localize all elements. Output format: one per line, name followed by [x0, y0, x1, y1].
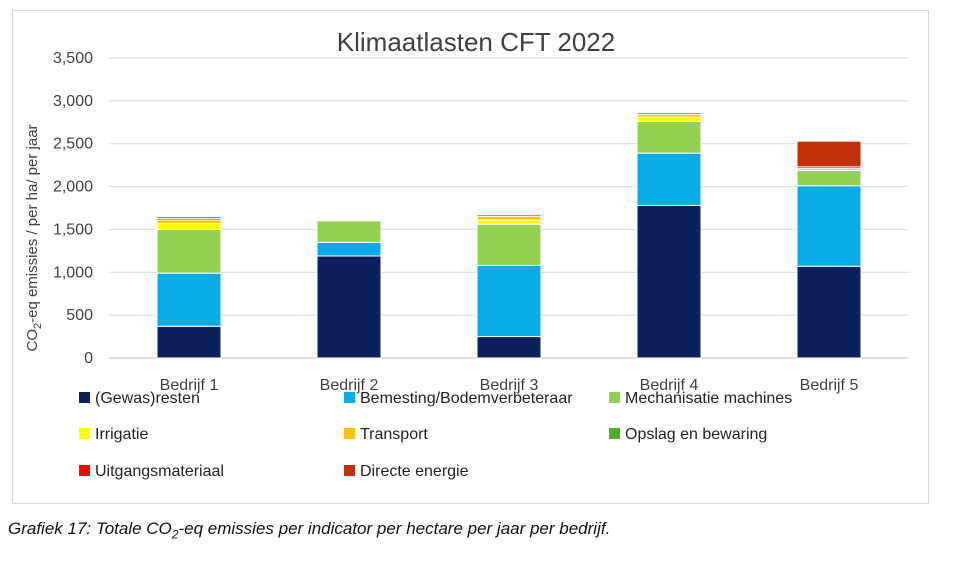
bar-segment — [156, 272, 222, 327]
bar-segment — [476, 213, 542, 216]
bar-segment — [156, 325, 222, 359]
x-tick-label: Bedrijf 2 — [320, 377, 379, 394]
legend-swatch — [344, 428, 355, 439]
legend-swatch — [344, 392, 355, 403]
legend-label: Directe energie — [360, 463, 469, 480]
bar-segment — [796, 185, 862, 267]
legend: (Gewas)resten Bemesting/Bodemverbeteraar M… — [79, 390, 792, 480]
y-tick-label: 1,000 — [53, 264, 93, 281]
y-tick-label: 3,500 — [53, 50, 93, 67]
legend-label: Transport — [360, 426, 428, 443]
y-tick-label: 500 — [66, 307, 93, 324]
bars — [156, 111, 862, 359]
legend-swatch — [344, 465, 355, 476]
x-axis-ticks: Bedrijf 1 Bedrijf 2 Bedrijf 3 Bedrijf 4 Bedr… — [160, 377, 859, 394]
bar-segment — [796, 140, 862, 168]
caption-prefix: Grafiek 17: Totale CO — [8, 519, 172, 538]
bar-segment — [636, 116, 702, 122]
y-axis-label: CO2-eq emissies / per ha/ per jaar — [24, 124, 44, 351]
bar-segment — [796, 169, 862, 187]
y-axis-label-rest: -eq emissies / per ha/ per jaar — [24, 124, 41, 322]
bar-segment — [316, 255, 382, 359]
y-tick-label: 2,000 — [53, 179, 93, 196]
y-tick-label: 0 — [84, 350, 93, 367]
legend-swatch — [609, 428, 620, 439]
legend-label: (Gewas)resten — [95, 390, 200, 407]
legend-swatch — [609, 392, 620, 403]
bar-segment — [476, 264, 542, 338]
bar-segment — [156, 228, 222, 274]
bar-segment — [476, 219, 542, 225]
caption-subscript: 2 — [171, 527, 179, 542]
stacked-bar-chart: 0 500 1,000 1,500 2,000 2,500 3,000 3,500 Bedri… — [24, 27, 909, 480]
x-tick-label: Bedrijf 4 — [640, 377, 699, 394]
bar-segment — [476, 223, 542, 266]
figure-caption: Grafiek 17: Totale CO2-eq emissies per i… — [8, 519, 610, 541]
y-axis-ticks: 0 500 1,000 1,500 2,000 2,500 3,000 3,500 — [53, 50, 93, 367]
legend-label: Irrigatie — [95, 426, 148, 443]
x-tick-label: Bedrijf 5 — [800, 377, 859, 394]
legend-label: Uitgangsmateriaal — [95, 463, 224, 480]
legend-swatch — [79, 392, 90, 403]
legend-swatch — [79, 428, 90, 439]
chart-frame: 0 500 1,000 1,500 2,000 2,500 3,000 3,500 Bedri… — [12, 10, 929, 504]
bar-segment — [636, 111, 702, 114]
bar-segment — [156, 222, 222, 230]
y-tick-label: 3,000 — [53, 93, 93, 110]
bar-segment — [316, 220, 382, 243]
bar-segment — [156, 216, 222, 219]
bar-segment — [476, 216, 542, 221]
bar-segment — [636, 204, 702, 359]
caption-suffix: -eq emissies per indicator per hectare p… — [178, 519, 611, 538]
x-tick-label: Bedrijf 1 — [160, 377, 219, 394]
x-tick-label: Bedrijf 3 — [480, 377, 539, 394]
y-tick-label: 1,500 — [53, 221, 93, 238]
bar-segment — [476, 336, 542, 359]
legend-label: Bemesting/Bodemverbeteraar — [360, 390, 573, 407]
bar-segment — [156, 219, 222, 224]
legend-label: Mechanisatie machines — [625, 390, 792, 407]
bar-segment — [796, 265, 862, 359]
bar-segment — [316, 241, 382, 257]
bar-segment — [636, 120, 702, 154]
bar-segment — [636, 152, 702, 206]
y-tick-label: 2,500 — [53, 136, 93, 153]
y-axis-label-sub: 2 — [32, 323, 44, 329]
legend-swatch — [79, 465, 90, 476]
chart-title: Klimaatlasten CFT 2022 — [337, 27, 615, 57]
y-axis-label-co: CO — [24, 329, 41, 352]
legend-label: Opslag en bewaring — [625, 426, 767, 443]
